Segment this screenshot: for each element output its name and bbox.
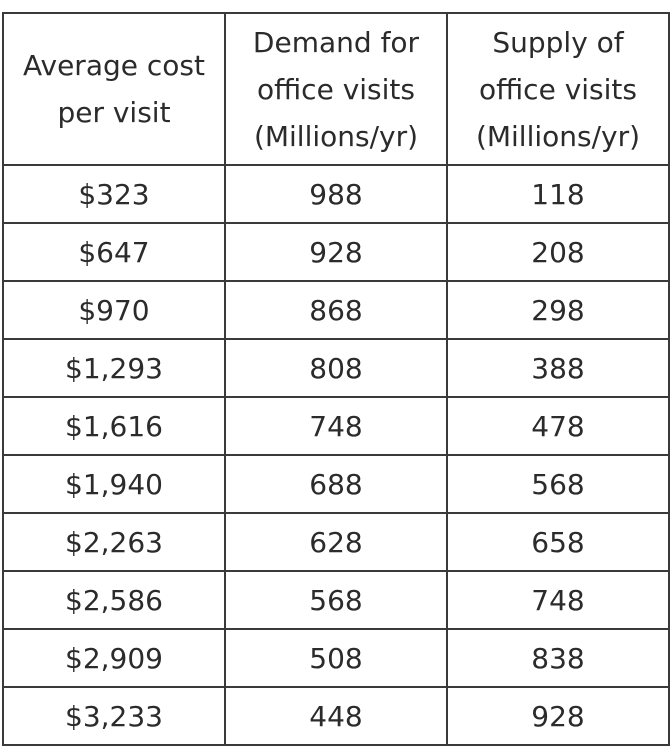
table-row: $2,263 628 658 — [2, 512, 670, 572]
table-row: $2,586 568 748 — [2, 570, 670, 630]
cell-demand: 988 — [224, 164, 448, 224]
cell-supply: 748 — [446, 570, 670, 630]
cell-supply: 478 — [446, 396, 670, 456]
header-row: Average cost per visit Demand for office… — [2, 12, 670, 166]
cell-cost: $2,586 — [2, 570, 226, 630]
cell-supply: 838 — [446, 628, 670, 688]
header-line: office visits — [478, 72, 637, 106]
table-header: Average cost per visit Demand for office… — [2, 12, 670, 166]
header-supply: Supply of office visits (Millions/yr) — [446, 12, 670, 166]
table-row: $1,940 688 568 — [2, 454, 670, 514]
cell-supply: 928 — [446, 686, 670, 746]
cell-demand: 508 — [224, 628, 448, 688]
cell-demand: 688 — [224, 454, 448, 514]
table-row: $1,616 748 478 — [2, 396, 670, 456]
cell-supply: 388 — [446, 338, 670, 398]
cell-supply: 118 — [446, 164, 670, 224]
table-row: $1,293 808 388 — [2, 338, 670, 398]
header-average-cost: Average cost per visit — [2, 12, 226, 166]
cell-cost: $2,909 — [2, 628, 226, 688]
cell-cost: $1,616 — [2, 396, 226, 456]
cell-demand: 448 — [224, 686, 448, 746]
cost-demand-supply-table: Average cost per visit Demand for office… — [2, 12, 670, 746]
cell-supply: 298 — [446, 280, 670, 340]
cell-demand: 568 — [224, 570, 448, 630]
table-row: $3,233 448 928 — [2, 686, 670, 746]
table-body: $323 988 118 $647 928 208 $970 868 298 $… — [2, 164, 670, 746]
header-line: (Millions/yr) — [253, 119, 419, 153]
header-line: Demand for — [252, 25, 420, 59]
table-row: $2,909 508 838 — [2, 628, 670, 688]
cell-cost: $3,233 — [2, 686, 226, 746]
cell-cost: $323 — [2, 164, 226, 224]
cell-cost: $1,940 — [2, 454, 226, 514]
cell-demand: 628 — [224, 512, 448, 572]
cell-supply: 658 — [446, 512, 670, 572]
header-line: Average cost — [23, 49, 205, 82]
cell-supply: 568 — [446, 454, 670, 514]
header-line: office visits — [256, 72, 415, 106]
cell-demand: 748 — [224, 396, 448, 456]
cell-cost: $1,293 — [2, 338, 226, 398]
cell-demand: 928 — [224, 222, 448, 282]
header-line: (Millions/yr) — [475, 119, 641, 153]
header-line: Supply of — [492, 25, 624, 59]
cell-cost: $2,263 — [2, 512, 226, 572]
table-row: $647 928 208 — [2, 222, 670, 282]
header-line: per visit — [57, 96, 171, 129]
cell-demand: 808 — [224, 338, 448, 398]
cell-demand: 868 — [224, 280, 448, 340]
cell-cost: $647 — [2, 222, 226, 282]
cell-cost: $970 — [2, 280, 226, 340]
table-row: $970 868 298 — [2, 280, 670, 340]
cell-supply: 208 — [446, 222, 670, 282]
header-demand: Demand for office visits (Millions/yr) — [224, 12, 448, 166]
table-row: $323 988 118 — [2, 164, 670, 224]
